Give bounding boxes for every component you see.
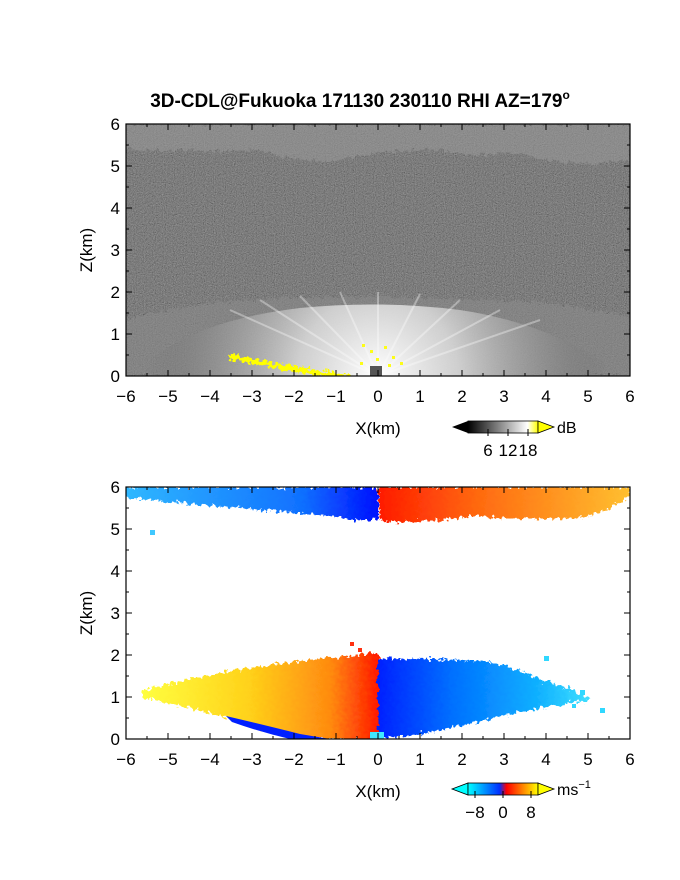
velocity-x-axis-label: X(km) [355, 782, 400, 801]
y-tick-label: 5 [111, 520, 120, 539]
colorbar-right-arrow [537, 782, 556, 796]
y-tick-label: 4 [111, 199, 120, 218]
x-tick-label: 3 [499, 750, 508, 769]
x-tick-label: −6 [116, 387, 135, 406]
y-tick-label: 1 [111, 688, 120, 707]
x-tick-label: 0 [373, 387, 382, 406]
reflectivity-colorbar: dB 6 12 18 [452, 420, 577, 460]
x-tick-label: 2 [457, 750, 466, 769]
reflectivity-axes: −6 −5 −4 −3 −2 −1 0 1 2 3 4 5 6 0 1 2 3 4 5 6 [111, 115, 635, 406]
colorbar-unit: ms−1 [557, 779, 591, 799]
y-tick-label: 6 [111, 478, 120, 497]
x-tick-label: 6 [625, 750, 634, 769]
x-tick-label: 1 [415, 750, 424, 769]
y-tick-label: 0 [111, 730, 120, 749]
x-tick-label: −4 [200, 387, 219, 406]
y-tick-label: 6 [111, 115, 120, 134]
x-tick-label: −5 [158, 750, 177, 769]
colorbar-left-arrow [450, 782, 469, 796]
y-tick-label: 5 [111, 157, 120, 176]
x-tick-label: −2 [284, 750, 303, 769]
velocity-heatmap [126, 487, 630, 739]
x-tick-label: 5 [583, 750, 592, 769]
y-tick-label: 0 [111, 367, 120, 386]
x-tick-label: −2 [284, 387, 303, 406]
y-tick-label: 2 [111, 646, 120, 665]
colorbar-right-arrow [537, 420, 556, 434]
y-tick-label: 3 [111, 241, 120, 260]
velocity-axes: −6 −5 −4 −3 −2 −1 0 1 2 3 4 5 6 0 1 2 3 4 5 6 [111, 478, 635, 769]
x-tick-label: −3 [242, 750, 261, 769]
x-tick-label: 4 [541, 750, 550, 769]
x-tick-label: 0 [373, 750, 382, 769]
reflectivity-heatmap [126, 124, 630, 376]
colorbar-unit: dB [557, 420, 577, 437]
x-tick-label: −4 [200, 750, 219, 769]
x-tick-label: −1 [326, 750, 345, 769]
y-tick-label: 1 [111, 325, 120, 344]
colorbar-tick-label: 0 [498, 803, 507, 822]
y-tick-label: 4 [111, 562, 120, 581]
x-tick-label: −3 [242, 387, 261, 406]
x-tick-label: 1 [415, 387, 424, 406]
y-tick-label: 2 [111, 283, 120, 302]
x-tick-label: 2 [457, 387, 466, 406]
colorbar-left-arrow [452, 421, 468, 433]
x-tick-label: 5 [583, 387, 592, 406]
velocity-isolated-echo [150, 530, 155, 535]
reflectivity-y-axis-label: Z(km) [77, 228, 96, 272]
colorbar-tick-label: 12 [499, 441, 518, 460]
reflectivity-x-axis-label: X(km) [355, 419, 400, 438]
velocity-colorbar: ms−1 −8 0 8 [450, 779, 591, 822]
x-tick-label: 3 [499, 387, 508, 406]
x-tick-label: −6 [116, 750, 135, 769]
colorbar-tick-label: 18 [519, 441, 538, 460]
colorbar-tick-label: −8 [465, 803, 484, 822]
velocity-panel: −6 −5 −4 −3 −2 −1 0 1 2 3 4 5 6 0 1 2 3 4 5 6 X(km) Z(km) m… [77, 478, 635, 822]
title-degree-symbol: o [562, 88, 569, 102]
x-tick-label: −1 [326, 387, 345, 406]
x-tick-label: 6 [625, 387, 634, 406]
x-tick-label: 4 [541, 387, 550, 406]
velocity-y-axis-label: Z(km) [77, 591, 96, 635]
chart-title: 3D-CDL@Fukuoka 171130 230110 RHI AZ=179o [150, 88, 570, 112]
colorbar-tick-label: 6 [483, 441, 492, 460]
x-tick-label: −5 [158, 387, 177, 406]
y-tick-label: 3 [111, 604, 120, 623]
colorbar-tick-label: 8 [526, 803, 535, 822]
